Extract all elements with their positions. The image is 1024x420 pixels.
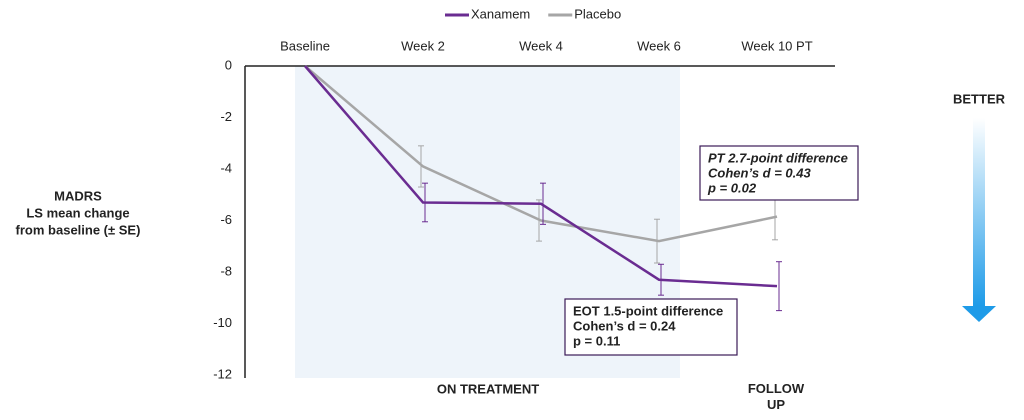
annotation-text: p = 0.11 (573, 333, 620, 348)
y-tick-label: 0 (225, 57, 232, 72)
better-arrow-head (962, 306, 996, 322)
series-line (304, 65, 778, 288)
y-tick-label: -4 (220, 160, 232, 175)
x-tick-label: Week 4 (519, 38, 563, 53)
legend-label: Xanamem (471, 6, 530, 21)
y-tick-label: -2 (220, 109, 232, 124)
annotation-text: Cohen’s d = 0.24 (573, 318, 676, 333)
x-tick-label: Week 10 PT (741, 38, 812, 53)
annotation-text: EOT 1.5-point difference (573, 303, 723, 318)
y-axis-label: LS mean change (26, 205, 129, 220)
annotation-text: Cohen’s d = 0.43 (708, 165, 811, 180)
x-tick-label: Week 6 (637, 38, 681, 53)
annotation-text: p = 0.02 (707, 180, 757, 195)
series-line (304, 65, 778, 243)
y-tick-label: -12 (213, 366, 232, 381)
direction-label: BETTER (953, 91, 1006, 106)
x-tick-label: Baseline (280, 38, 330, 53)
y-tick-label: -10 (213, 315, 232, 330)
y-axis-label: from baseline (± SE) (16, 222, 141, 237)
period-label: FOLLOW UP (748, 381, 805, 412)
better-arrow-shaft (973, 118, 985, 306)
annotation-text: PT 2.7-point difference (708, 150, 848, 165)
period-label: ON TREATMENT (437, 381, 539, 396)
y-tick-label: -8 (220, 263, 232, 278)
annotation-box (699, 145, 859, 201)
y-axis-label: MADRS (54, 188, 102, 203)
annotation-box (564, 298, 738, 356)
x-tick-label: Week 2 (401, 38, 445, 53)
legend-label: Placebo (574, 6, 621, 21)
y-tick-label: -6 (220, 212, 232, 227)
